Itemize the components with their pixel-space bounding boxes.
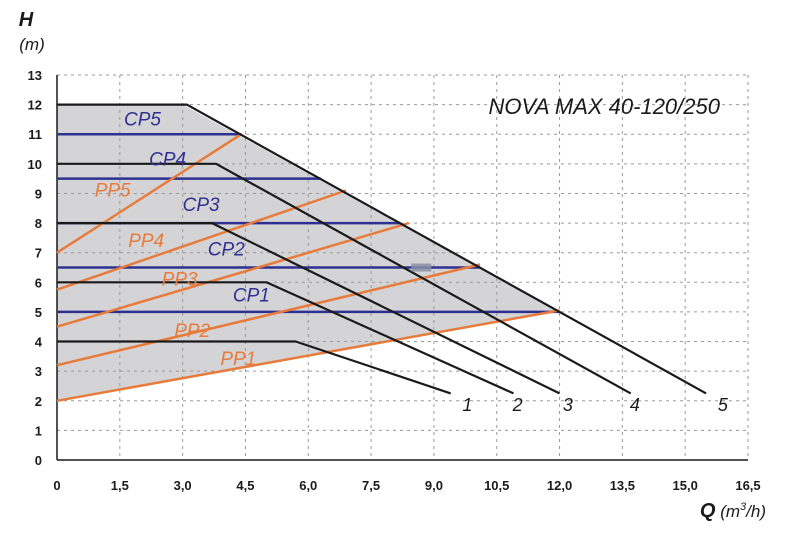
y-tick-label: 9 (35, 186, 42, 201)
y-axis-unit: (m) (19, 35, 44, 54)
cp-label-cp2: CP2 (208, 240, 245, 261)
x-tick-label: 10,5 (484, 478, 509, 493)
y-tick-label: 13 (28, 68, 42, 83)
pp-line-pp5 (56, 133, 242, 254)
cp-label-cp1: CP1 (233, 286, 270, 307)
speed-curve-5 (57, 103, 707, 395)
y-tick-label: 6 (35, 275, 42, 290)
x-tick-label: 12,0 (547, 478, 572, 493)
speed-curve-label-4: 4 (630, 395, 640, 415)
x-tick-label: 7,5 (362, 478, 380, 493)
y-tick-label: 0 (35, 453, 42, 468)
x-tick-label: 1,5 (111, 478, 129, 493)
pp-line-pp3 (56, 221, 410, 328)
x-axis-letter: Q (700, 500, 716, 522)
y-tick-label: 4 (35, 335, 43, 350)
y-tick-label: 1 (35, 423, 42, 438)
speed-curve-1 (57, 340, 452, 395)
pp-label-pp5: PP5 (95, 180, 131, 201)
x-tick-label: 6,0 (299, 478, 317, 493)
chart-title: NOVA MAX 40-120/250 (488, 94, 720, 119)
y-tick-label: 12 (28, 98, 42, 113)
series-labels: CP5 CP4 CP3 CP2 CP1 PP5 PP4 PP3 PP2 PP1 1 2 3 4 5 (95, 109, 729, 415)
x-tick-labels: 0 1,5 3,0 4,5 6,0 7,5 9,0 10,5 12,0 13,5 15,0 16,5 (53, 478, 760, 493)
y-tick-label: 7 (35, 246, 42, 261)
grid (57, 74, 749, 460)
x-tick-label: 16,5 (735, 478, 760, 493)
y-tick-label: 5 (35, 305, 42, 320)
speed-curves (57, 103, 707, 395)
pp-line-pp2 (56, 263, 481, 367)
speed-curve-2 (57, 281, 514, 395)
y-tick-label: 10 (28, 157, 42, 172)
x-axis-label: Q (m3/h) (700, 500, 766, 522)
x-axis-unit-sup: 3 (740, 501, 747, 513)
y-tick-label: 2 (35, 394, 42, 409)
cp-lines (57, 132, 560, 314)
x-axis-unit-post: /h) (745, 502, 766, 521)
cp-label-cp3: CP3 (183, 195, 220, 216)
pp-label-pp3: PP3 (162, 269, 198, 290)
pp-label-pp2: PP2 (174, 321, 210, 342)
pp-label-pp1: PP1 (220, 349, 256, 370)
y-tick-label: 3 (35, 364, 42, 379)
x-tick-label: 9,0 (425, 478, 443, 493)
x-axis-unit-pre: (m (715, 502, 740, 521)
cp-label-cp4: CP4 (149, 149, 186, 170)
cp-label-cp5: CP5 (124, 109, 161, 130)
x-tick-label: 4,5 (236, 478, 254, 493)
pp-lines (56, 133, 560, 403)
speed-curve-3 (57, 222, 560, 395)
speed-curve-label-5: 5 (718, 395, 729, 415)
speed-curve-label-1: 1 (462, 395, 472, 415)
y-tick-label: 8 (35, 216, 42, 231)
x-tick-label: 13,5 (610, 478, 635, 493)
x-tick-label: 15,0 (673, 478, 698, 493)
x-tick-label: 3,0 (174, 478, 192, 493)
x-tick-label: 0 (53, 478, 60, 493)
intersection-marker (411, 263, 432, 272)
pp-line-pp1 (56, 309, 560, 403)
pp-line-pp4 (56, 189, 347, 291)
pp-label-pp4: PP4 (128, 231, 164, 252)
speed-curve-label-3: 3 (563, 395, 573, 415)
y-axis-label: H (19, 9, 34, 31)
speed-curve-4 (57, 162, 632, 395)
y-tick-label: 11 (28, 127, 42, 142)
speed-curve-label-2: 2 (512, 395, 523, 415)
